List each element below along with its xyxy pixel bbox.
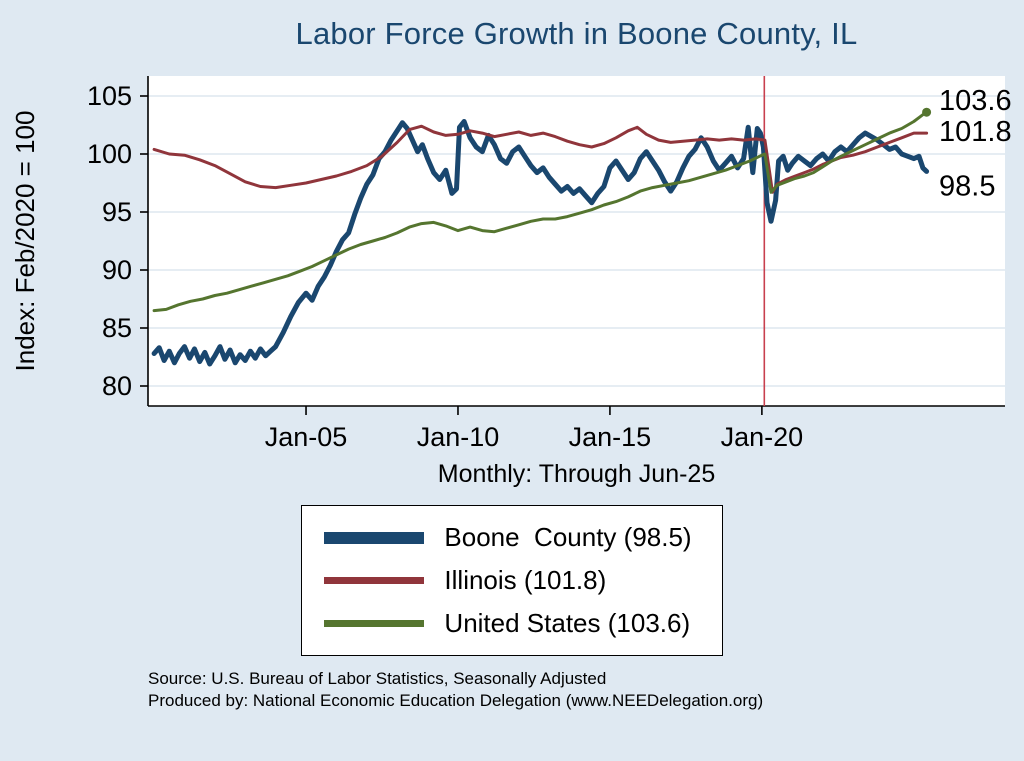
legend-item: Boone County (98.5): [324, 522, 692, 553]
legend-label: Boone County (98.5): [444, 522, 692, 552]
chart-page: Labor Force Growth in Boone County, IL 8…: [0, 16, 1024, 712]
legend-swatch-united-states: [324, 619, 425, 628]
chart-title: Labor Force Growth in Boone County, IL: [295, 16, 858, 51]
y-tick-label: 100: [87, 139, 132, 169]
x-tick-label: Jan-05: [265, 422, 348, 452]
legend-label: United States (103.6): [444, 608, 691, 638]
legend-label: Illinois (101.8): [444, 565, 607, 595]
x-tick-label: Jan-10: [417, 422, 500, 452]
source-note: Source: U.S. Bureau of Labor Statistics,…: [148, 668, 1024, 712]
y-tick-label: 95: [102, 197, 132, 227]
series-illinois: [152, 124, 929, 194]
source-line: Source: U.S. Bureau of Labor Statistics,…: [148, 669, 607, 688]
y-tick-label: 105: [87, 81, 132, 111]
end-label-101.8: 101.8: [939, 116, 1012, 148]
plot-background: [148, 76, 1005, 406]
legend: Boone County (98.5) Illinois (101.8) Unite…: [301, 505, 723, 656]
legend-swatch-boone-county: [324, 531, 425, 544]
producer-line: Produced by: National Economic Education…: [148, 691, 764, 711]
series-boone-county: [151, 119, 930, 367]
y-tick-label: 80: [102, 371, 132, 401]
legend-swatch-illinois: [324, 576, 425, 585]
y-tick-label: 85: [102, 313, 132, 343]
x-tick-label: Jan-15: [569, 422, 652, 452]
chart-subtitle: Monthly: Through Jun-25: [437, 460, 716, 488]
legend-item: United States (103.6): [324, 608, 691, 639]
y-axis-title: Index: Feb/2020 = 100: [10, 111, 40, 372]
y-tick-label: 90: [102, 255, 132, 285]
us-end-marker: [922, 107, 932, 117]
legend-item: Illinois (101.8): [324, 565, 691, 596]
series-united-states: [152, 110, 929, 313]
x-tick-label: Jan-20: [721, 422, 804, 452]
end-label-103.6: 103.6: [939, 85, 1012, 117]
end-label-98.5: 98.5: [939, 170, 995, 202]
plot-svg: 80 85 90 95 100 105 Jan-05 Jan-10 Jan-15 Jan-20 10…: [10, 76, 1012, 452]
